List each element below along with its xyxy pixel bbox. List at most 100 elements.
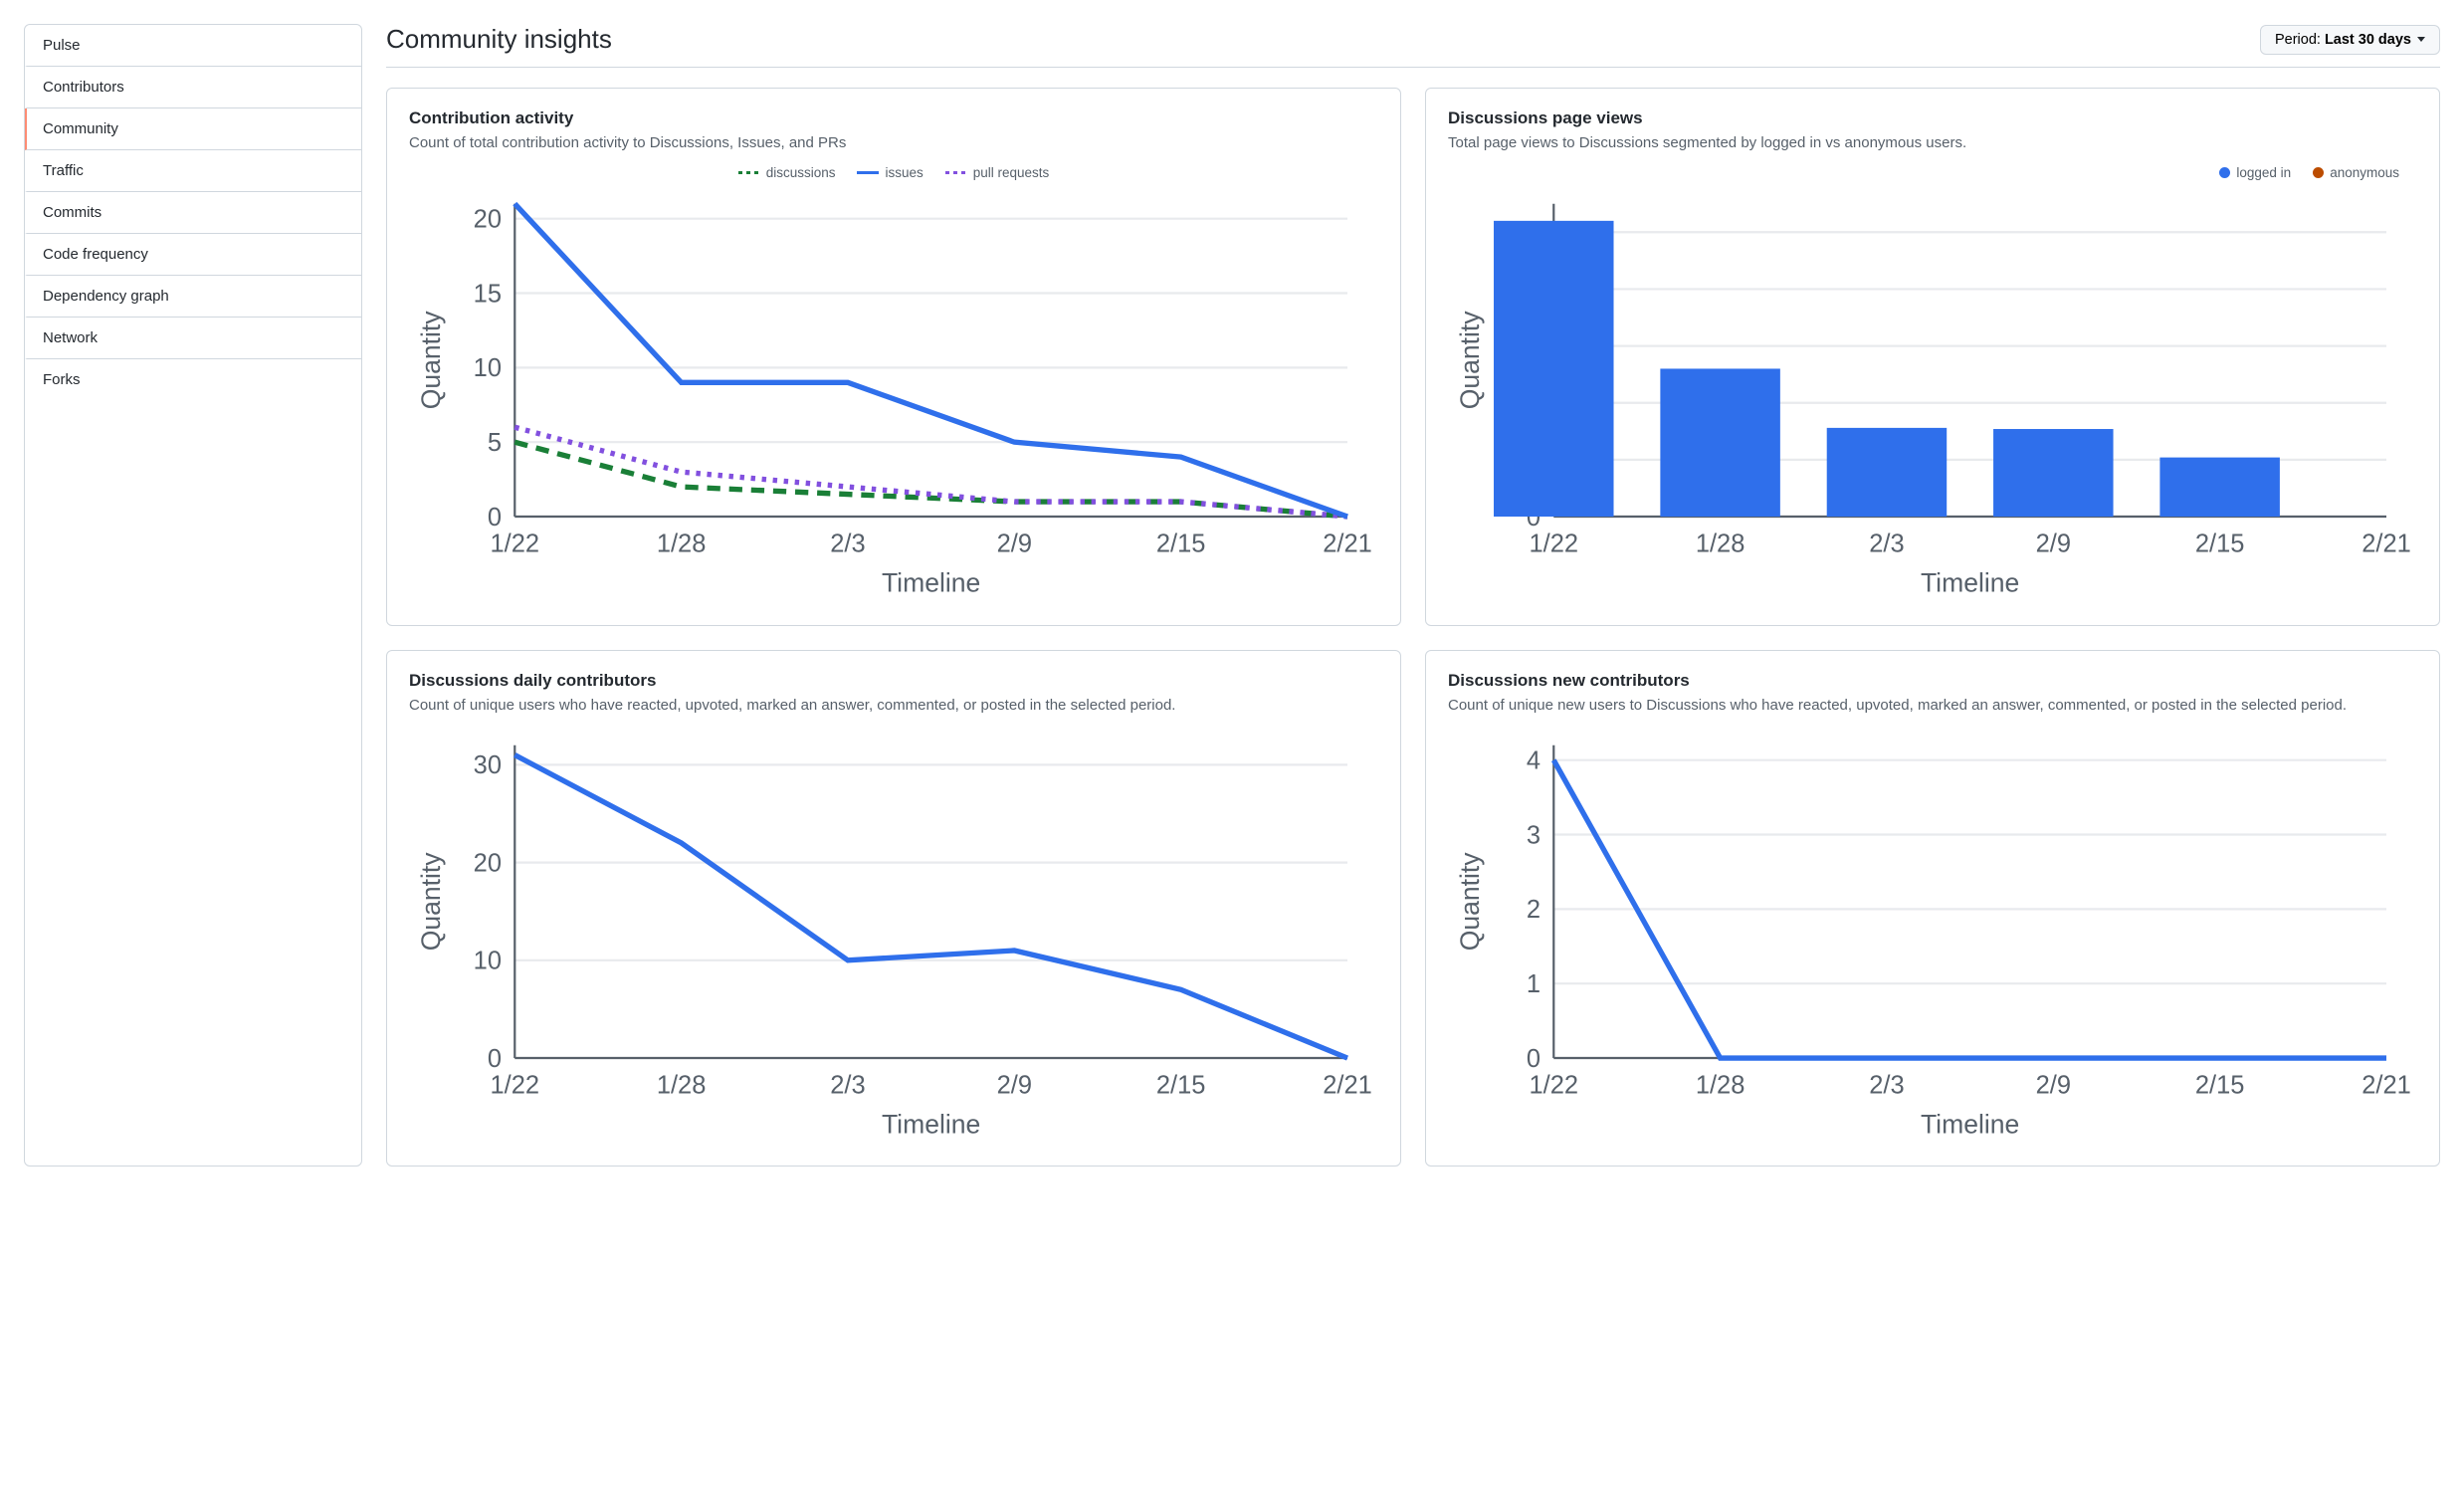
sidebar-item-label: Traffic [43,162,84,179]
svg-text:10: 10 [474,947,502,974]
svg-text:2/21: 2/21 [1323,1071,1372,1099]
legend-item-pull-requests: pull requests [945,165,1050,180]
pageviews-chart: 0501001502002501/221/282/32/92/152/21Tim… [1448,186,2417,605]
sidebar-item-forks[interactable]: Forks [25,359,361,400]
svg-text:Quantity: Quantity [416,311,446,410]
svg-text:0: 0 [1527,1044,1540,1072]
period-value: Last 30 days [2325,32,2411,48]
legend-swatch [2219,167,2230,178]
svg-text:2/15: 2/15 [2195,530,2245,557]
sidebar-item-label: Network [43,329,98,346]
legend-label: pull requests [973,165,1050,180]
svg-text:1/28: 1/28 [1696,1071,1745,1099]
svg-text:Quantity: Quantity [416,851,446,951]
svg-text:0: 0 [488,504,502,531]
insights-sidebar: Pulse Contributors Community Traffic Commits… [24,24,362,1167]
svg-text:5: 5 [488,429,502,457]
daily-contributors-card: Discussions daily contributors Count of … [386,650,1401,1168]
pageviews-card: Discussions page views Total page views … [1425,88,2440,626]
sidebar-item-traffic[interactable]: Traffic [25,150,361,192]
svg-text:2/3: 2/3 [1869,530,1904,557]
new-contributors-card: Discussions new contributors Count of un… [1425,650,2440,1168]
sidebar-item-label: Pulse [43,37,81,54]
sidebar-item-pulse[interactable]: Pulse [25,25,361,67]
legend-item-issues: issues [857,165,923,180]
svg-text:Timeline: Timeline [1921,567,2019,597]
sidebar-item-commits[interactable]: Commits [25,192,361,234]
svg-text:4: 4 [1527,746,1540,774]
legend-swatch [2313,167,2324,178]
sidebar-item-label: Forks [43,371,81,388]
sidebar-item-label: Dependency graph [43,288,169,305]
legend-label: issues [885,165,923,180]
svg-text:30: 30 [474,751,502,779]
svg-text:Quantity: Quantity [1455,851,1485,951]
svg-text:2/3: 2/3 [830,1071,865,1099]
daily-contributors-chart: 0 10 20 30 1/22 1/28 2/3 2/9 2/15 2/21 Timeline Qua… [409,728,1378,1147]
card-desc: Total page views to Discussions segmente… [1448,134,2417,151]
period-dropdown[interactable]: Period: Last 30 days [2260,25,2440,55]
sidebar-item-code-frequency[interactable]: Code frequency [25,234,361,276]
card-title: Contribution activity [409,108,1378,128]
svg-text:Quantity: Quantity [1455,311,1485,410]
svg-text:2/9: 2/9 [2036,530,2071,557]
svg-text:10: 10 [474,354,502,382]
svg-text:1/22: 1/22 [491,530,540,557]
card-title: Discussions daily contributors [409,671,1378,691]
sidebar-item-label: Commits [43,204,102,221]
card-desc: Count of unique new users to Discussions… [1448,697,2417,714]
cards-grid: Contribution activity Count of total con… [386,88,2440,1167]
svg-text:1/28: 1/28 [1696,530,1745,557]
svg-text:2/3: 2/3 [830,530,865,557]
page-title: Community insights [386,24,612,55]
sidebar-item-label: Contributors [43,79,124,96]
svg-text:20: 20 [474,206,502,234]
card-title: Discussions page views [1448,108,2417,128]
legend-swatch [945,171,967,174]
legend-item-discussions: discussions [738,165,836,180]
svg-text:2/21: 2/21 [2361,1071,2411,1099]
legend-swatch [857,171,879,174]
caret-down-icon [2417,37,2425,42]
svg-text:1/22: 1/22 [1530,1071,1579,1099]
svg-text:15: 15 [474,280,502,308]
svg-text:1/22: 1/22 [1530,530,1579,557]
legend-label: discussions [766,165,836,180]
svg-text:0: 0 [488,1044,502,1072]
svg-text:20: 20 [474,849,502,877]
page-header: Community insights Period: Last 30 days [386,24,2440,68]
svg-text:1/28: 1/28 [657,1071,707,1099]
card-desc: Count of total contribution activity to … [409,134,1378,151]
legend-item-anonymous: anonymous [2313,165,2399,180]
sidebar-item-contributors[interactable]: Contributors [25,67,361,108]
contribution-legend: discussions issues pull requests [409,165,1378,180]
svg-text:2: 2 [1527,896,1540,924]
svg-text:1/28: 1/28 [657,530,707,557]
sidebar-item-dependency-graph[interactable]: Dependency graph [25,276,361,318]
svg-text:Timeline: Timeline [1921,1109,2019,1139]
new-contributors-chart: 012341/221/282/32/92/152/21TimelineQuant… [1448,728,2417,1147]
svg-text:1/22: 1/22 [491,1071,540,1099]
sidebar-item-network[interactable]: Network [25,318,361,359]
svg-text:2/21: 2/21 [1323,530,1372,557]
contribution-activity-card: Contribution activity Count of total con… [386,88,1401,626]
main-content: Community insights Period: Last 30 days … [386,24,2440,1167]
pageviews-legend: logged in anonymous [1448,165,2417,180]
svg-text:2/15: 2/15 [2195,1071,2245,1099]
sidebar-item-label: Code frequency [43,246,148,263]
svg-text:2/15: 2/15 [1156,530,1206,557]
svg-text:2/21: 2/21 [2361,530,2411,557]
svg-text:Timeline: Timeline [882,567,980,597]
sidebar-item-label: Community [43,120,118,137]
period-prefix: Period: [2275,32,2321,48]
svg-text:Timeline: Timeline [882,1109,980,1139]
legend-swatch [738,171,760,174]
svg-text:2/9: 2/9 [997,1071,1032,1099]
legend-label: anonymous [2330,165,2399,180]
svg-text:2/15: 2/15 [1156,1071,1206,1099]
contribution-chart: 0 5 10 15 20 1/22 1/28 2/3 2/9 2/15 2/21 Timeline Qu… [409,186,1378,605]
svg-text:2/9: 2/9 [997,530,1032,557]
legend-label: logged in [2236,165,2291,180]
sidebar-item-community[interactable]: Community [25,108,361,150]
svg-text:3: 3 [1527,821,1540,849]
